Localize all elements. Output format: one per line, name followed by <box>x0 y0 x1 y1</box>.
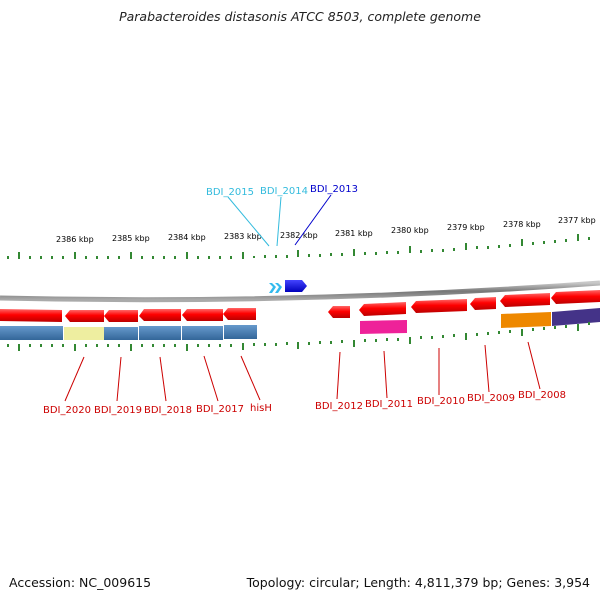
feature-band <box>0 308 600 340</box>
gene-bdi-2019[interactable] <box>65 310 104 322</box>
gene-label-bdi-2011[interactable]: BDI_2011 <box>365 399 413 410</box>
feature-block <box>0 326 63 340</box>
feature-block <box>182 326 223 340</box>
gene-bdi-2017[interactable] <box>139 309 181 321</box>
feature-block <box>104 327 138 340</box>
ruler-label: 2379 kbp <box>447 223 485 232</box>
gene-bdi-2009[interactable] <box>470 297 496 310</box>
ruler-label: 2380 kbp <box>391 226 429 235</box>
gene-bdi-2008[interactable] <box>500 293 550 307</box>
gene-bdi-2010[interactable] <box>411 299 467 313</box>
callouts-above <box>227 194 332 247</box>
gene-bdi-2018[interactable] <box>104 310 138 322</box>
ruler-labels: 2386 kbp 2385 kbp 2384 kbp 2383 kbp 2382… <box>56 216 596 244</box>
feature-block <box>139 326 181 340</box>
ruler-upper <box>7 234 590 259</box>
gene-label-bdi-2017[interactable]: BDI_2017 <box>196 404 244 415</box>
gene-label-bdi-2014[interactable]: BDI_2014 <box>260 186 308 197</box>
ruler-label: 2383 kbp <box>224 232 262 241</box>
feature-block <box>224 325 257 339</box>
gene-label-bdi-2019[interactable]: BDI_2019 <box>94 405 142 416</box>
gene-bdi-2012[interactable] <box>328 306 350 318</box>
feature-block <box>64 327 104 340</box>
callouts-below <box>64 341 541 402</box>
feature-block <box>360 320 407 334</box>
ruler-label: 2382 kbp <box>280 231 318 240</box>
gene-bdi-2020[interactable] <box>0 309 62 322</box>
genome-title: Parabacteroides distasonis ATCC 8503, co… <box>119 9 481 24</box>
ruler-label: 2381 kbp <box>335 229 373 238</box>
gene-hish-b[interactable] <box>223 308 256 320</box>
genome-summary-text: Topology: circular; Length: 4,811,379 bp… <box>246 575 590 590</box>
gene-label-bdi-2013[interactable]: BDI_2013 <box>310 184 358 195</box>
ruler-label: 2377 kbp <box>558 216 596 225</box>
gene-hish-a[interactable] <box>182 309 223 321</box>
ruler-label: 2385 kbp <box>112 234 150 243</box>
gene-labels-below: BDI_2020 BDI_2019 BDI_2018 BDI_2017 hisH… <box>43 390 566 416</box>
ruler-label: 2378 kbp <box>503 220 541 229</box>
gene-label-hish[interactable]: hisH <box>250 403 272 414</box>
ruler-label: 2384 kbp <box>168 233 206 242</box>
ruler-lower <box>7 322 590 351</box>
gene-label-bdi-2015[interactable]: BDI_2015 <box>206 187 254 198</box>
reverse-genes <box>0 290 600 322</box>
gene-label-bdi-2010[interactable]: BDI_2010 <box>417 396 465 407</box>
feature-block <box>552 308 600 326</box>
gene-bdi-2015[interactable] <box>269 283 276 293</box>
ruler-label: 2386 kbp <box>56 235 94 244</box>
gene-bdi-2013[interactable] <box>285 280 307 292</box>
gene-label-bdi-2018[interactable]: BDI_2018 <box>144 405 192 416</box>
gene-labels-above: BDI_2015 BDI_2014 BDI_2013 <box>206 184 358 198</box>
gene-bdi-2014[interactable] <box>275 283 282 293</box>
gene-bdi-2007[interactable] <box>551 290 600 304</box>
forward-genes <box>269 280 307 293</box>
gene-label-bdi-2008[interactable]: BDI_2008 <box>518 390 566 401</box>
gene-label-bdi-2012[interactable]: BDI_2012 <box>315 401 363 412</box>
feature-block <box>501 312 551 328</box>
gene-bdi-2011[interactable] <box>359 302 406 316</box>
gene-label-bdi-2009[interactable]: BDI_2009 <box>467 393 515 404</box>
gene-label-bdi-2020[interactable]: BDI_2020 <box>43 405 91 416</box>
accession-text: Accession: NC_009615 <box>9 575 152 590</box>
genome-backbone <box>0 280 600 303</box>
